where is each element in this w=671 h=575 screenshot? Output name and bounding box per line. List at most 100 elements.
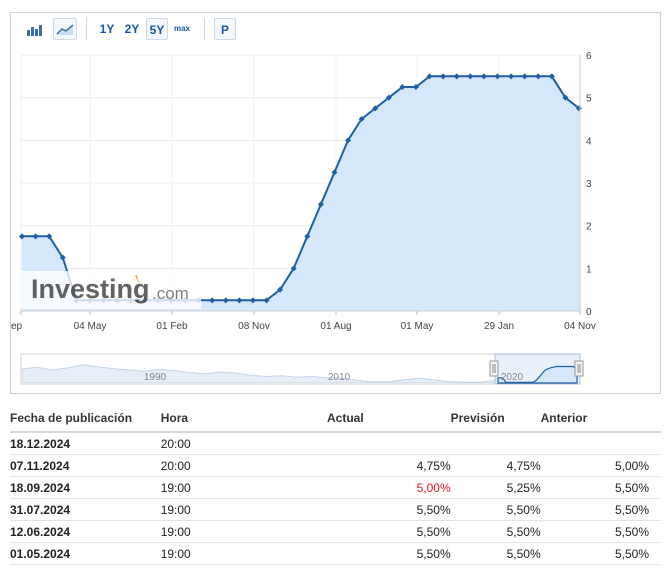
cell-actual: 5,00% bbox=[327, 476, 451, 499]
data-point bbox=[59, 254, 66, 261]
cell-actual: 5,50% bbox=[327, 542, 451, 565]
watermark-suffix: .com bbox=[152, 284, 189, 303]
cell-previous: 5,50% bbox=[540, 498, 661, 521]
range-2y-button[interactable]: 2Y bbox=[124, 22, 140, 36]
header-previous[interactable]: Anterior bbox=[540, 405, 661, 433]
data-point bbox=[426, 73, 433, 80]
x-axis: ep 04 May 01 Feb 08 Nov 01 Aug 01 May 29 Jan 04… bbox=[11, 311, 596, 332]
navigator-label: 2020 bbox=[501, 372, 524, 383]
cell-time: 19:00 bbox=[160, 476, 327, 499]
table-header-row: Fecha de publicación Hora Actual Previsi… bbox=[10, 405, 661, 433]
data-point bbox=[331, 169, 338, 176]
data-point bbox=[304, 233, 311, 240]
data-point bbox=[562, 94, 569, 101]
x-tick-label: 08 Nov bbox=[238, 321, 270, 332]
chart-canvas: 0 1 2 3 4 5 6 ep 04 May 01 Feb 08 Nov 01 Aug 01 May… bbox=[11, 51, 596, 385]
p-button[interactable]: P bbox=[214, 18, 236, 40]
table-row: 18.12.2024 20:00 bbox=[10, 432, 661, 455]
navigator-left-handle[interactable] bbox=[489, 360, 499, 377]
cell-time: 20:00 bbox=[160, 432, 327, 455]
cell-forecast: 5,50% bbox=[450, 520, 541, 543]
data-point bbox=[480, 73, 487, 80]
y-tick-label: 5 bbox=[586, 94, 592, 105]
y-axis: 0 1 2 3 4 5 6 bbox=[586, 51, 592, 318]
cell-time: 19:00 bbox=[160, 498, 327, 521]
data-point bbox=[521, 73, 528, 80]
cell-date: 01.05.2024 bbox=[10, 542, 161, 565]
y-tick-label: 2 bbox=[586, 222, 592, 233]
data-point bbox=[412, 84, 419, 90]
events-table: Fecha de publicación Hora Actual Previsi… bbox=[10, 405, 661, 565]
header-time[interactable]: Hora bbox=[160, 405, 327, 433]
y-tick-label: 6 bbox=[586, 51, 592, 62]
y-tick-label: 4 bbox=[586, 136, 592, 147]
area-chart-icon[interactable] bbox=[53, 18, 77, 40]
header-actual[interactable]: Actual bbox=[327, 405, 451, 433]
cell-forecast bbox=[450, 432, 541, 455]
cell-date: 12.06.2024 bbox=[10, 520, 161, 543]
cell-actual: 5,50% bbox=[327, 520, 451, 543]
table-row: 07.11.2024 20:00 4,75% 4,75% 5,00% bbox=[10, 454, 661, 477]
cell-previous: 5,50% bbox=[540, 520, 661, 543]
table-row: 01.05.2024 19:00 5,50% 5,50% 5,50% bbox=[10, 542, 661, 565]
range-navigator[interactable]: 1990 2010 2020 bbox=[20, 353, 584, 385]
data-point bbox=[249, 297, 256, 304]
toolbar-divider bbox=[204, 18, 205, 40]
cell-date: 18.12.2024 bbox=[10, 432, 161, 455]
y-tick-label: 3 bbox=[586, 179, 592, 190]
navigator-selection-line bbox=[497, 365, 578, 384]
x-tick-label: 29 Jan bbox=[484, 321, 514, 332]
investing-watermark: Investing .com bbox=[21, 271, 201, 309]
x-tick-label: 04 May bbox=[74, 321, 107, 332]
data-point bbox=[209, 297, 216, 304]
cell-actual: 4,75% bbox=[327, 454, 451, 477]
x-tick-label: 04 Nov bbox=[564, 321, 596, 332]
x-tick-label: 01 Feb bbox=[156, 321, 188, 332]
data-point bbox=[317, 201, 324, 208]
data-point bbox=[358, 116, 365, 122]
toolbar-divider bbox=[86, 18, 87, 40]
data-point bbox=[467, 73, 474, 80]
table-row: 31.07.2024 19:00 5,50% 5,50% 5,50% bbox=[10, 498, 661, 521]
data-point bbox=[440, 73, 447, 80]
data-point bbox=[453, 73, 460, 80]
range-1y-button[interactable]: 1Y bbox=[99, 22, 115, 36]
data-point bbox=[535, 73, 542, 80]
cell-actual: 5,50% bbox=[327, 498, 451, 521]
data-point bbox=[19, 233, 25, 240]
cell-time: 19:00 bbox=[160, 520, 327, 543]
y-tick-label: 1 bbox=[586, 264, 592, 275]
navigator-label: 2010 bbox=[328, 372, 351, 383]
data-point bbox=[46, 233, 53, 240]
series-area bbox=[21, 76, 580, 311]
data-point bbox=[32, 233, 39, 240]
range-max-button[interactable]: max bbox=[173, 24, 190, 33]
navigator-label: 1990 bbox=[144, 372, 167, 383]
cell-forecast: 5,25% bbox=[450, 476, 541, 499]
range-5y-button[interactable]: 5Y bbox=[146, 18, 168, 40]
header-forecast[interactable]: Previsión bbox=[450, 405, 541, 433]
data-point bbox=[345, 137, 352, 144]
cell-forecast: 5,50% bbox=[450, 498, 541, 521]
cell-previous: 5,00% bbox=[540, 454, 661, 477]
cell-forecast: 5,50% bbox=[450, 542, 541, 565]
data-point bbox=[222, 297, 229, 304]
data-point bbox=[277, 286, 284, 293]
navigator-right-handle[interactable] bbox=[574, 360, 584, 377]
cell-actual bbox=[327, 432, 451, 455]
header-date[interactable]: Fecha de publicación bbox=[10, 405, 161, 433]
data-point bbox=[548, 73, 555, 80]
cell-date: 18.09.2024 bbox=[10, 476, 161, 499]
cell-previous: 5,50% bbox=[540, 476, 661, 499]
data-point bbox=[372, 105, 379, 112]
cell-date: 31.07.2024 bbox=[10, 498, 161, 521]
data-point bbox=[385, 94, 392, 101]
chart-panel: 1Y 2Y 5Y max P 0 1 2 3 4 5 6 ep 04 May 01 Feb 08 … bbox=[10, 12, 661, 394]
data-point bbox=[263, 297, 270, 304]
navigator-history bbox=[22, 364, 496, 383]
cell-time: 19:00 bbox=[160, 542, 327, 565]
bar-chart-icon[interactable] bbox=[25, 18, 43, 40]
x-tick-label: ep bbox=[11, 321, 23, 332]
cell-previous bbox=[540, 432, 661, 455]
data-point bbox=[508, 73, 515, 80]
